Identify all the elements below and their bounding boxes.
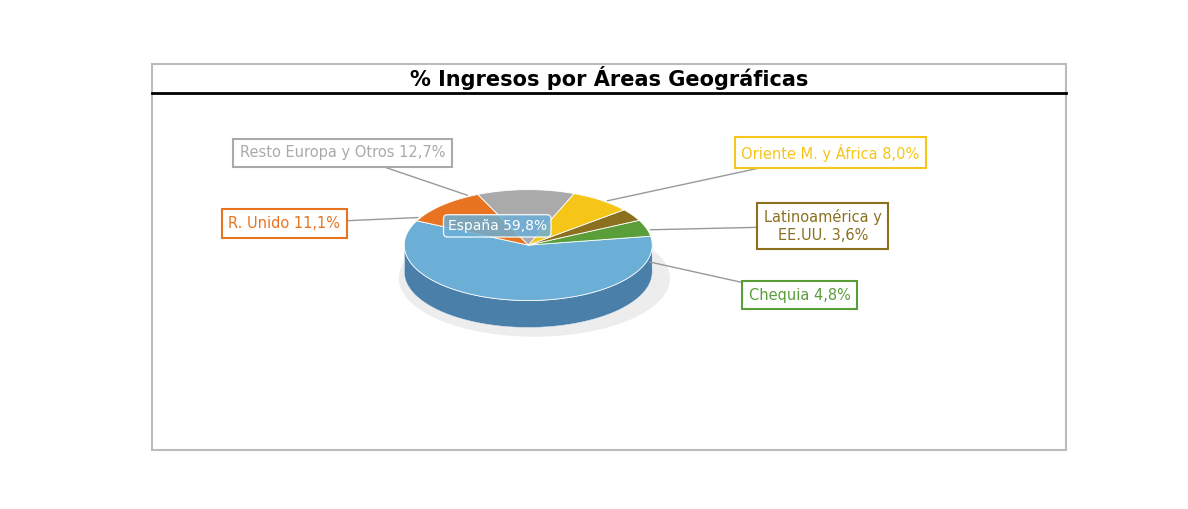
Text: Oriente M. y África 8,0%: Oriente M. y África 8,0% bbox=[741, 144, 920, 162]
Text: R. Unido 11,1%: R. Unido 11,1% bbox=[228, 216, 340, 231]
Text: Latinoamérica y
EE.UU. 3,6%: Latinoamérica y EE.UU. 3,6% bbox=[764, 209, 881, 243]
Text: Resto Europa y Otros 12,7%: Resto Europa y Otros 12,7% bbox=[240, 145, 446, 160]
Polygon shape bbox=[529, 193, 624, 245]
Text: Chequia 4,8%: Chequia 4,8% bbox=[748, 288, 851, 303]
Polygon shape bbox=[529, 220, 651, 245]
Text: España 59,8%: España 59,8% bbox=[448, 219, 546, 233]
Text: % Ingresos por Áreas Geográficas: % Ingresos por Áreas Geográficas bbox=[410, 66, 808, 90]
Polygon shape bbox=[404, 221, 652, 300]
Polygon shape bbox=[478, 190, 574, 245]
Ellipse shape bbox=[404, 217, 652, 327]
Polygon shape bbox=[417, 194, 529, 245]
Ellipse shape bbox=[399, 220, 670, 337]
Polygon shape bbox=[529, 210, 639, 245]
Polygon shape bbox=[404, 245, 652, 327]
FancyBboxPatch shape bbox=[152, 64, 1066, 450]
